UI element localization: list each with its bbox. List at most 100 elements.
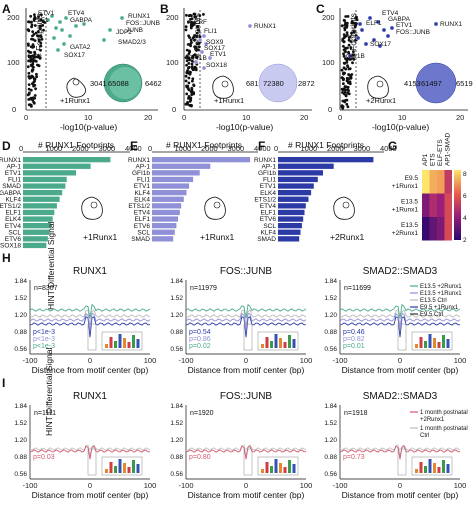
motif-logo-letter	[118, 334, 122, 348]
data-point	[349, 40, 353, 43]
data-point	[189, 98, 193, 102]
bar-label: FLI1	[263, 177, 276, 184]
profile-pvalue: p=0.03	[33, 454, 55, 461]
data-point	[352, 30, 356, 33]
colorbar-tick: 2	[463, 237, 467, 244]
profile-line	[29, 303, 151, 319]
bar-label: ETS1/2	[128, 203, 150, 210]
bar-label: ETV6	[5, 236, 22, 243]
motif-logo-letter	[288, 460, 291, 473]
motif-logo-letter	[118, 459, 122, 473]
motif-logo-letter	[132, 460, 135, 473]
point-label: ETV1	[210, 51, 227, 58]
bar	[152, 196, 184, 202]
data-point	[340, 68, 344, 72]
data-point	[347, 43, 351, 47]
volcano-a-xlabel: -log10(p-value)	[60, 122, 117, 132]
profile-xlabel: Distance from motif center (bp)	[188, 365, 305, 375]
bar-axis-tick: 4000	[254, 144, 271, 153]
point-label: JUNB	[126, 27, 143, 34]
colorbar-tick: 4	[463, 215, 467, 222]
profile-i-ylabel: HINT Differential Signal	[44, 347, 54, 436]
data-point	[203, 41, 209, 47]
bar-label: GFI1b	[132, 170, 150, 177]
motif-inset-box	[87, 323, 97, 351]
volcano-c-ytick: 100	[322, 58, 335, 67]
data-point	[381, 27, 387, 33]
panel-label-e: E	[130, 139, 138, 153]
motif-logo-letter	[132, 335, 135, 348]
bar	[152, 236, 174, 242]
volcano-b-condition: +1Runx1	[214, 96, 244, 105]
panel-label-g: G	[388, 139, 397, 153]
profile-ytick: 1.84	[170, 278, 183, 285]
motif-logo-letter	[105, 469, 108, 473]
data-point	[347, 67, 351, 71]
data-point	[39, 44, 43, 48]
bar-label: ELK4	[260, 190, 276, 197]
data-point	[198, 14, 202, 17]
data-point	[371, 37, 377, 43]
motif-logo-letter	[279, 463, 282, 473]
data-point	[344, 85, 348, 89]
bar-axis-tick: 0	[19, 144, 23, 153]
bar-label: SMAD	[131, 236, 150, 243]
point-label: SOX18	[206, 62, 227, 69]
data-point	[187, 76, 191, 80]
point-label: SOX17	[204, 45, 225, 52]
data-point	[27, 59, 30, 63]
data-point	[26, 65, 30, 69]
profile-title: FOS::JUNB	[220, 391, 273, 402]
data-point	[352, 50, 355, 54]
data-point	[349, 46, 353, 50]
panel-label-a: A	[2, 2, 11, 16]
data-point	[195, 35, 199, 39]
venn-left-count: 4153	[404, 79, 421, 88]
bar-label: KLF4	[134, 190, 150, 197]
profile-ytick: 0.56	[170, 346, 183, 353]
bars-e-condition: +1Runx1	[200, 232, 235, 242]
data-point	[190, 89, 194, 93]
profile-ytick: 0.88	[324, 454, 337, 461]
profile-h-ylabel: HINT Differential Signal	[46, 221, 56, 310]
data-point	[38, 57, 42, 60]
motif-logo-letter	[274, 334, 278, 348]
bar	[152, 216, 178, 222]
bar-label: AP-1	[136, 163, 151, 170]
venn-center-count: 61497	[421, 79, 442, 88]
motif-inset-box	[397, 323, 407, 351]
profile-line	[29, 309, 151, 327]
data-point	[27, 44, 30, 47]
data-point	[342, 54, 346, 58]
colorbar-tick: 8	[463, 171, 467, 178]
heatmap-row-label: +1Runx1	[392, 207, 419, 214]
bar	[152, 209, 180, 216]
data-point	[201, 33, 207, 39]
bar	[23, 176, 67, 183]
data-point	[184, 74, 188, 78]
bar-label: SMAD	[257, 236, 276, 243]
profile-ytick: 1.52	[14, 420, 27, 427]
data-point	[342, 82, 345, 85]
bar-label: ETV4	[260, 203, 277, 210]
data-point	[184, 28, 188, 32]
bar-label: SMAD	[2, 183, 21, 190]
data-point	[53, 25, 59, 31]
venn-left-count: 3041	[90, 79, 107, 88]
data-point	[345, 98, 349, 102]
bar	[152, 203, 182, 209]
data-point	[186, 84, 190, 88]
panel-g: G AP1 ETS ELF-ETS AP1-SMADE9.5+1Runx1E13.5+…	[388, 132, 467, 244]
bar-label: RUNX1	[0, 157, 21, 164]
volcano-c-condition: +2Runx1	[366, 96, 396, 105]
profile-ytick: 0.88	[170, 329, 183, 336]
profile-xtick: 100	[144, 356, 157, 365]
data-point	[73, 23, 79, 29]
data-point	[37, 64, 41, 68]
profile-ytick: 0.56	[324, 346, 337, 353]
volcano-b-ytick: 0	[172, 105, 176, 114]
data-point	[189, 42, 192, 46]
data-point	[187, 14, 191, 18]
data-point	[190, 93, 194, 96]
